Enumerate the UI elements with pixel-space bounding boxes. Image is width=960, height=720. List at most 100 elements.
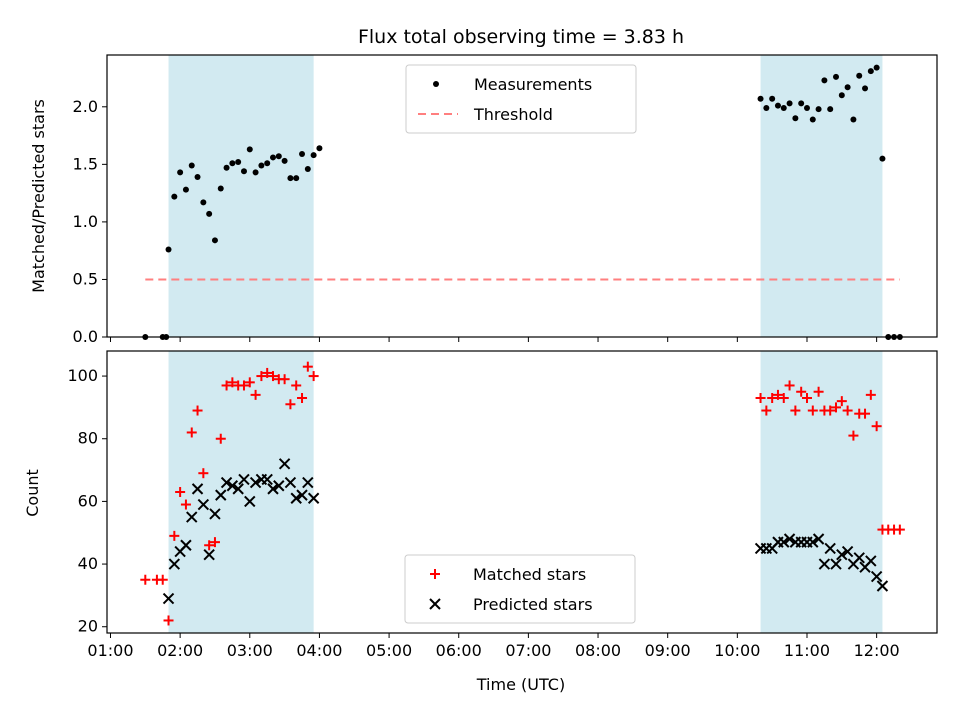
top-plot-frame	[106, 54, 938, 338]
bottom-series-predicted-stars-point	[168, 558, 181, 570]
x-tick-label: 04:00	[296, 641, 342, 660]
bottom-series-matched-stars-point	[238, 380, 249, 391]
top-series-measurements-point	[879, 155, 886, 162]
bottom-legend-handle	[429, 598, 441, 610]
bottom-series-matched-stars-point	[250, 389, 261, 400]
bottom-series-predicted-stars-point	[215, 489, 227, 501]
top-legend-label: Threshold	[473, 105, 553, 124]
x-tick-label: 02:00	[157, 641, 203, 660]
bottom-series-predicted-stars-point	[197, 498, 210, 511]
top-series-measurements-point	[281, 157, 288, 164]
top-series-measurements-point	[844, 84, 851, 91]
bottom-series-predicted-stars-point	[191, 483, 204, 495]
chart-title: Flux total observing time = 3.83 h	[358, 26, 684, 48]
bottom-series-matched-stars-point	[180, 499, 191, 510]
bottom-axes: 20 40 60 80 100 01:00 02:00 03:00 04:00 05:00 06:0…	[67, 350, 938, 660]
bottom-series-matched-stars-point	[778, 393, 789, 403]
top-series-measurements-point	[171, 193, 178, 200]
bottom-plot-frame	[106, 350, 938, 634]
top-series-measurements-point	[827, 106, 834, 113]
top-series-measurements-point	[815, 106, 822, 113]
bottom-series-predicted-stars-point	[812, 533, 825, 545]
top-series-measurements-point	[275, 153, 282, 160]
bottom-series-matched-stars-point	[813, 386, 824, 397]
bottom-series-predicted-stars-point	[284, 476, 297, 489]
bottom-y-tick-label: 40	[78, 554, 98, 573]
bottom-series-matched-stars-point	[308, 371, 319, 382]
bottom-series-predicted-stars-point	[307, 492, 320, 504]
top-series-measurements-point	[792, 115, 799, 122]
top-shaded-interval-1	[168, 55, 314, 337]
top-series-measurements-point	[223, 164, 230, 171]
bottom-series-predicted-stars-point	[162, 592, 175, 605]
bottom-series-matched-stars-point	[244, 377, 255, 388]
top-legend: Measurements Threshold	[405, 64, 637, 134]
x-tick-label: 09:00	[645, 641, 691, 660]
bottom-series-predicted-stars-point	[836, 548, 848, 561]
bottom-series-matched-stars-point	[285, 399, 296, 410]
x-tick-label: 03:00	[227, 641, 273, 660]
top-series-measurements-point	[809, 116, 816, 123]
top-axes: 0.0 0.5 1.0 1.5 2.0	[73, 54, 938, 346]
bottom-series-matched-stars-point	[221, 380, 232, 391]
bottom-series-matched-stars-point	[198, 468, 209, 479]
bottom-series-predicted-stars-point	[278, 458, 291, 470]
bottom-series-predicted-stars-point	[807, 536, 819, 548]
bottom-series-predicted-stars-point	[203, 548, 215, 561]
bottom-y-axis-title: Count	[23, 469, 42, 517]
bottom-series-predicted-stars-point	[186, 511, 198, 523]
top-series-measurements-point	[200, 199, 207, 206]
bottom-series-matched-stars-point	[825, 405, 836, 416]
top-series-measurements-point	[757, 95, 764, 102]
bottom-series-predicted-stars-point	[267, 483, 279, 495]
top-y-tick-label: 0.5	[73, 269, 98, 288]
bottom-legend-handle	[430, 569, 440, 579]
bottom-series-predicted-stars-point	[870, 570, 883, 583]
bottom-series-predicted-stars-point	[238, 473, 250, 486]
bottom-series-matched-stars-point	[140, 574, 151, 585]
bottom-series-matched-stars-point	[157, 574, 168, 585]
top-series-measurements-point	[165, 246, 172, 253]
top-series-measurements-point	[862, 85, 869, 92]
bottom-series-predicted-stars-point	[249, 476, 262, 489]
x-tick-label: 06:00	[436, 641, 482, 660]
bottom-series-predicted-stars-point	[232, 483, 244, 495]
bottom-y-tick-label: 80	[78, 429, 98, 448]
bottom-series-predicted-stars-point	[261, 473, 273, 486]
bottom-series-matched-stars-point	[860, 408, 871, 419]
top-shaded-interval-2	[760, 55, 883, 337]
bottom-series-matched-stars-point	[865, 389, 876, 400]
top-series-measurements-point	[299, 150, 306, 157]
bottom-series-matched-stars-point	[772, 389, 783, 400]
top-series-measurements-point	[240, 168, 247, 175]
top-series-measurements-point	[206, 210, 213, 217]
bottom-legend: Matched stars Predicted stars	[404, 554, 636, 624]
top-series-measurements-point	[310, 152, 317, 159]
bottom-legend-label: Matched stars	[473, 565, 586, 584]
top-series-measurements-point	[177, 169, 184, 176]
x-tick-label: 12:00	[854, 641, 900, 660]
bottom-series-predicted-stars-point	[302, 476, 314, 489]
top-series-measurements-point	[838, 92, 845, 99]
top-plot-marks	[142, 64, 903, 340]
top-shaded-intervals	[168, 55, 883, 337]
top-series-measurements-point	[252, 169, 259, 176]
bottom-series-predicted-stars-point	[778, 536, 790, 548]
top-series-measurements-point	[188, 162, 195, 169]
x-tick-label: 08:00	[575, 641, 621, 660]
top-series-measurements-point	[211, 237, 218, 244]
bottom-series-matched-stars-point	[848, 430, 859, 441]
top-series-measurements-point	[258, 162, 265, 169]
top-series-measurements-point	[786, 100, 793, 107]
top-series-measurements-point	[235, 159, 242, 166]
bottom-series-matched-stars-point	[871, 421, 882, 432]
bottom-series-predicted-stars-point	[226, 480, 239, 492]
bottom-series-matched-stars-point	[268, 371, 278, 382]
top-series-measurements-point	[293, 175, 300, 182]
bottom-y-tick-label: 20	[78, 617, 98, 636]
bottom-series-matched-stars-point	[836, 396, 847, 407]
bottom-series-matched-stars-point	[842, 405, 853, 416]
top-series-measurements-point	[867, 68, 874, 75]
top-legend-handle	[433, 81, 439, 87]
